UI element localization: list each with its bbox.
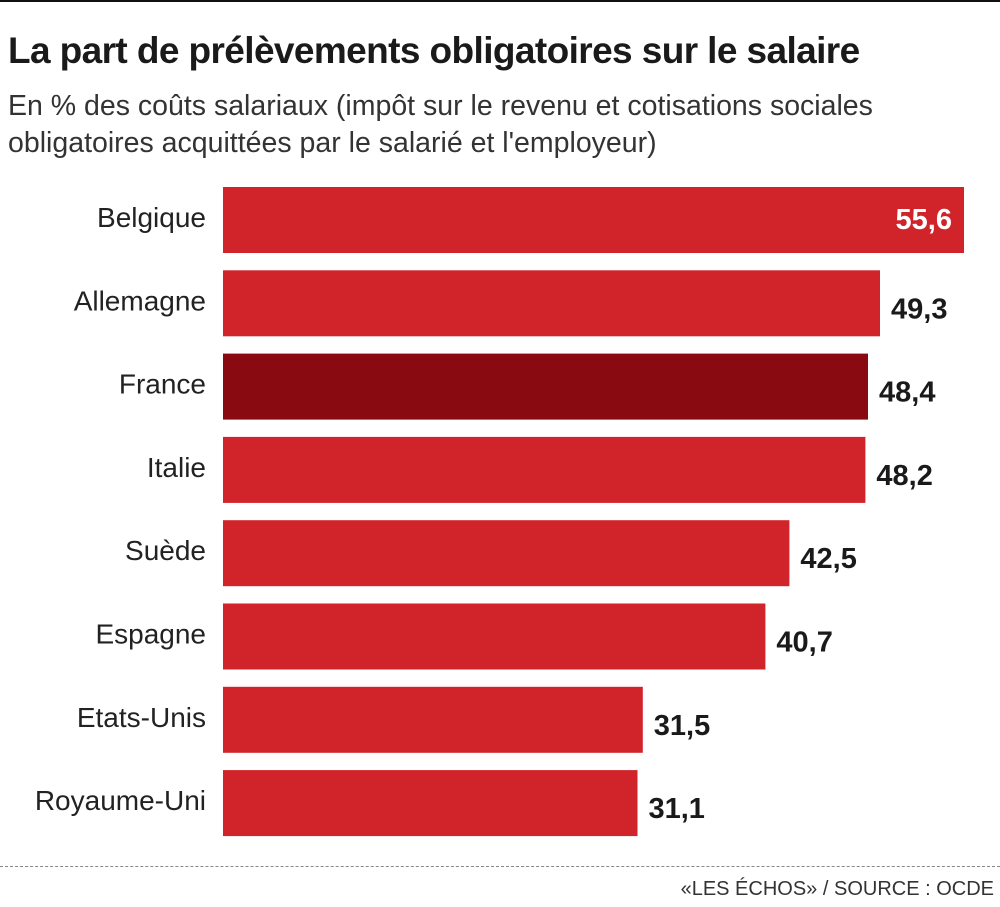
bar-group-etats-unis: Etats-Unis 31,5 xyxy=(77,686,710,753)
bar-etats-unis xyxy=(223,686,643,753)
value-label-france: 48,4 xyxy=(879,377,935,409)
footer-divider xyxy=(0,866,1000,867)
category-label-royaume-uni: Royaume-Uni xyxy=(35,785,206,816)
category-label-allemagne: Allemagne xyxy=(74,285,206,316)
category-label-suede: Suède xyxy=(125,535,206,566)
value-label-espagne: 40,7 xyxy=(776,627,832,659)
bar-france xyxy=(223,353,868,420)
category-label-italie: Italie xyxy=(147,452,206,483)
category-label-espagne: Espagne xyxy=(95,619,206,650)
category-label-france: France xyxy=(119,369,206,400)
bar-group-italie: Italie 48,2 xyxy=(147,436,933,503)
bar-chart: Belgique 55,6 Allemagne 49,3 France 48,4 Itali… xyxy=(35,187,964,837)
bar-group-suede: Suède 42,5 xyxy=(125,520,857,587)
value-label-allemagne: 49,3 xyxy=(891,293,947,325)
value-label-suede: 42,5 xyxy=(800,543,856,575)
bar-suede xyxy=(223,520,790,587)
category-label-etats-unis: Etats-Unis xyxy=(77,702,206,733)
chart-title: La part de prélèvements obligatoires sur… xyxy=(8,30,860,71)
bar-group-belgique: Belgique 55,6 xyxy=(97,187,964,253)
bar-group-royaume-uni: Royaume-Uni 31,1 xyxy=(35,770,705,837)
value-label-royaume-uni: 31,1 xyxy=(648,793,704,825)
category-label-belgique: Belgique xyxy=(97,202,206,233)
top-rule xyxy=(0,0,1000,2)
bar-royaume-uni xyxy=(223,770,638,837)
bar-allemagne xyxy=(223,270,880,337)
bar-italie xyxy=(223,436,866,503)
value-label-etats-unis: 31,5 xyxy=(654,710,710,742)
bar-espagne xyxy=(223,603,766,670)
source-credit: «LES ÉCHOS» / SOURCE : OCDE xyxy=(680,878,994,900)
bar-group-france: France 48,4 xyxy=(119,353,935,420)
bar-group-espagne: Espagne 40,7 xyxy=(95,603,833,670)
value-label-italie: 48,2 xyxy=(876,460,932,492)
bar-belgique xyxy=(223,187,964,253)
value-label-belgique: 55,6 xyxy=(896,204,952,236)
chart-subtitle: En % des coûts salariaux (impôt sur le r… xyxy=(8,90,873,159)
bar-group-allemagne: Allemagne 49,3 xyxy=(74,270,947,337)
